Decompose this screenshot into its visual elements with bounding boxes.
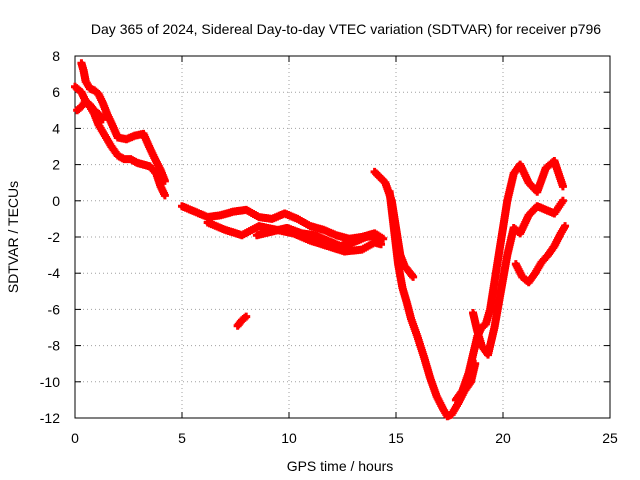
data-point-marker xyxy=(77,59,169,185)
data-marks xyxy=(71,59,570,421)
data-series xyxy=(73,97,107,124)
y-tick-label: 4 xyxy=(52,120,60,136)
data-series xyxy=(469,196,567,359)
data-point-marker xyxy=(451,156,567,404)
axis-ticks: 0 5 10 15 20 25 -12 -10 -8 -6 -4 -2 0 2 4 6 8 xyxy=(40,48,618,446)
x-tick-label: 20 xyxy=(495,430,511,446)
data-series xyxy=(233,312,251,330)
data-point-marker xyxy=(511,222,570,287)
chart-title: Day 365 of 2024, Sidereal Day-to-day VTE… xyxy=(91,21,601,37)
y-tick-label: -2 xyxy=(48,229,61,245)
x-tick-label: 10 xyxy=(281,430,297,446)
x-tick-label: 25 xyxy=(602,430,618,446)
x-tick-label: 5 xyxy=(178,430,186,446)
data-point-marker xyxy=(252,223,381,251)
y-tick-label: -4 xyxy=(48,265,61,281)
data-point-marker xyxy=(469,196,567,359)
data-series xyxy=(203,218,386,256)
data-series xyxy=(252,223,381,251)
y-tick-label: -12 xyxy=(40,410,60,426)
data-series xyxy=(77,59,169,185)
x-axis-title: GPS time / hours xyxy=(287,458,394,474)
data-series xyxy=(451,156,567,404)
x-tick-label: 15 xyxy=(388,430,404,446)
y-tick-label: 6 xyxy=(52,84,60,100)
y-tick-label: 2 xyxy=(52,157,60,173)
x-tick-label: 0 xyxy=(71,430,79,446)
y-tick-label: -8 xyxy=(48,338,61,354)
y-tick-label: 0 xyxy=(52,193,60,209)
y-tick-label: -6 xyxy=(48,301,61,317)
y-tick-label: -10 xyxy=(40,374,60,390)
data-point-marker xyxy=(203,218,386,256)
data-point-marker xyxy=(233,312,251,330)
data-point-marker xyxy=(73,97,107,124)
y-tick-label: 8 xyxy=(52,48,60,64)
data-series xyxy=(511,222,570,287)
y-axis-title: SDTVAR / TECUs xyxy=(5,181,21,293)
